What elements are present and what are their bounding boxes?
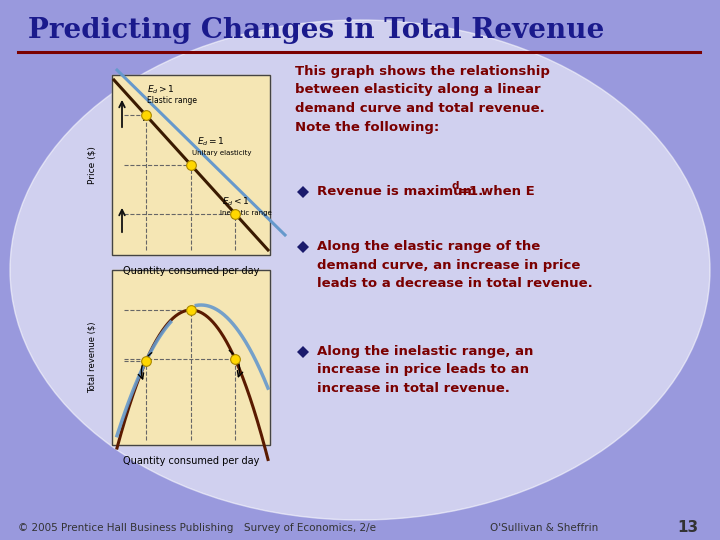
Text: Inelastic range: Inelastic range <box>220 210 271 216</box>
Text: Survey of Economics, 2/e: Survey of Economics, 2/e <box>244 523 376 533</box>
Text: 13: 13 <box>677 521 698 536</box>
Text: Unitary elasticity: Unitary elasticity <box>192 150 251 156</box>
Bar <box>112 270 270 445</box>
Text: O'Sullivan & Sheffrin: O'Sullivan & Sheffrin <box>490 523 598 533</box>
Bar <box>112 270 270 445</box>
Text: $E_d = 1$: $E_d = 1$ <box>197 136 225 149</box>
Text: $E_d > 1$: $E_d > 1$ <box>147 84 175 97</box>
Text: Along the inelastic range, an
increase in price leads to an
increase in total re: Along the inelastic range, an increase i… <box>317 345 534 395</box>
Text: $E_d < 1$: $E_d < 1$ <box>222 196 250 208</box>
Text: =1.: =1. <box>459 185 485 198</box>
Text: Quantity consumed per day: Quantity consumed per day <box>123 456 259 466</box>
Text: Total revenue ($): Total revenue ($) <box>88 322 96 393</box>
Bar <box>112 75 270 255</box>
Text: d: d <box>451 181 459 191</box>
Text: Price ($): Price ($) <box>88 146 96 184</box>
Text: Predicting Changes in Total Revenue: Predicting Changes in Total Revenue <box>28 17 604 44</box>
Text: Revenue is maximum when E: Revenue is maximum when E <box>317 185 535 198</box>
Text: Quantity consumed per day: Quantity consumed per day <box>123 266 259 276</box>
Text: Elastic range: Elastic range <box>147 96 197 105</box>
Text: This graph shows the relationship
between elasticity along a linear
demand curve: This graph shows the relationship betwee… <box>295 65 550 133</box>
Text: Along the elastic range of the
demand curve, an increase in price
leads to a dec: Along the elastic range of the demand cu… <box>317 240 593 290</box>
Bar <box>112 75 270 255</box>
Ellipse shape <box>10 20 710 520</box>
Text: © 2005 Prentice Hall Business Publishing: © 2005 Prentice Hall Business Publishing <box>18 523 233 533</box>
